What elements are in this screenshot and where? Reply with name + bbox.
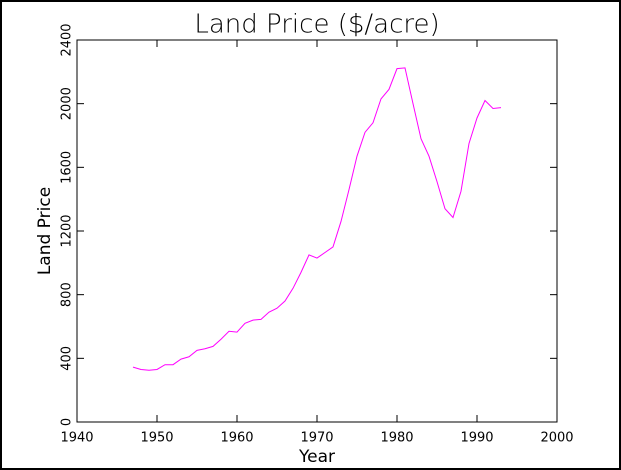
y-tick-label: 0 xyxy=(60,418,75,426)
x-tick-label: 1950 xyxy=(140,431,173,446)
y-axis-label: Land Price xyxy=(35,187,55,275)
x-tick-label: 1970 xyxy=(300,431,333,446)
y-tick-label: 2000 xyxy=(60,87,75,120)
y-tick-label: 800 xyxy=(60,282,75,307)
y-tick-label: 2400 xyxy=(60,23,75,56)
y-tick-label: 1200 xyxy=(60,214,75,247)
x-tick-label: 1990 xyxy=(460,431,493,446)
x-tick-label: 1940 xyxy=(60,431,93,446)
y-tick-label: 400 xyxy=(60,346,75,371)
x-tick-label: 2000 xyxy=(540,431,573,446)
plot-frame xyxy=(76,39,558,423)
x-tick-label: 1980 xyxy=(380,431,413,446)
chart-title: Land Price ($/acre) xyxy=(194,10,439,40)
line xyxy=(132,67,502,371)
y-tick-label: 1600 xyxy=(60,151,75,184)
x-tick-label: 1960 xyxy=(220,431,253,446)
x-axis-label: Year xyxy=(298,447,335,467)
